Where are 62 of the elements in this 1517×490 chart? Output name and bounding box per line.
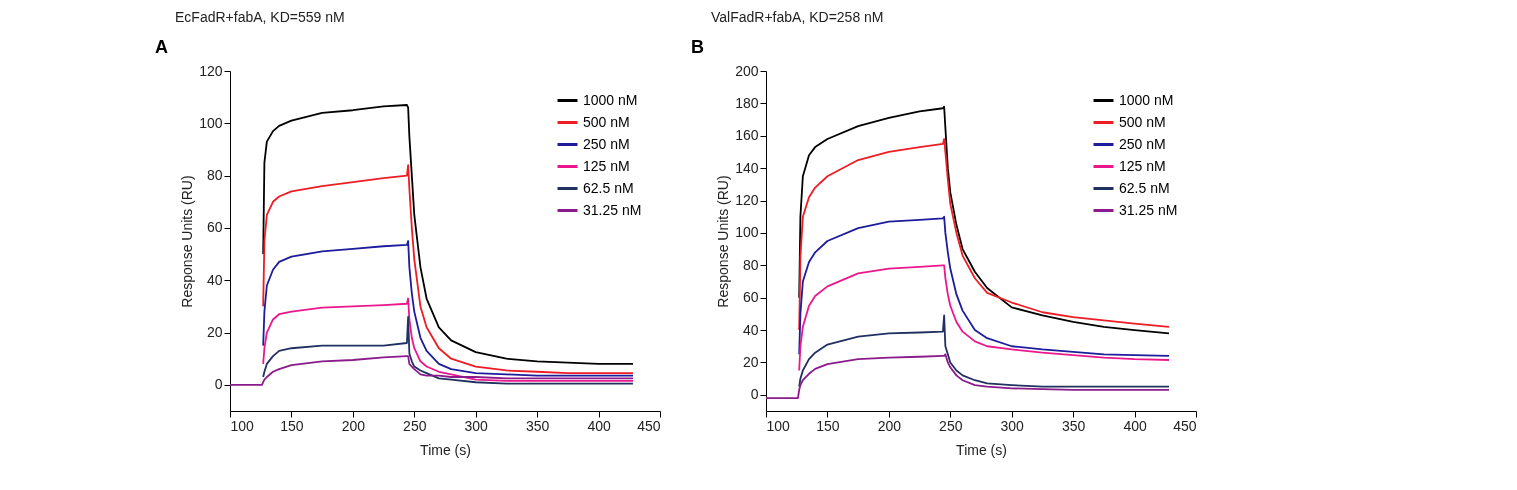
line-series	[766, 353, 1170, 399]
y-tick-label: 100	[199, 114, 223, 131]
legend-label: 1000 nM	[583, 91, 638, 108]
x-tick-label: 350	[1061, 417, 1086, 434]
y-tick-label: 120	[735, 192, 759, 209]
x-tick-label: 200	[341, 417, 366, 434]
y-tick-label: 0	[750, 386, 759, 403]
y-tick-label: 180	[735, 94, 759, 111]
line-series	[798, 264, 1170, 372]
legend-label: 62.5 nM	[583, 179, 634, 196]
line-series	[798, 215, 1170, 357]
line-series	[262, 315, 634, 385]
x-tick-label: 450	[1173, 417, 1197, 434]
y-tick-label: 60	[742, 289, 759, 306]
y-tick-label: 140	[735, 159, 759, 176]
x-tick-label: 450	[637, 417, 661, 434]
y-tick-label: 20	[742, 353, 759, 370]
x-tick-label: 150	[280, 417, 304, 434]
chart-title: ValFadR+fabA, KD=258 nM	[711, 9, 884, 25]
legend-label: 125 nM	[583, 157, 630, 174]
x-tick-label: 150	[816, 417, 840, 434]
y-tick-label: 40	[206, 271, 223, 288]
x-tick-label: 300	[1000, 417, 1025, 434]
x-axis-title: Time (s)	[420, 441, 471, 458]
x-tick-label: 300	[464, 417, 489, 434]
x-tick-label: 400	[1123, 417, 1147, 434]
text: B	[691, 37, 704, 57]
legend-label: 500 nM	[583, 113, 630, 130]
x-tick-label: 400	[587, 417, 611, 434]
y-tick-label: 120	[199, 62, 223, 79]
x-axis-title: Time (s)	[956, 441, 1007, 458]
y-tick-label: 40	[742, 321, 759, 338]
y-tick-label: 200	[735, 62, 759, 79]
y-axis-title: Response Units (RU)	[715, 175, 732, 308]
x-tick-label: 350	[525, 417, 550, 434]
legend-label: 500 nM	[1119, 113, 1166, 130]
line-series	[230, 355, 634, 386]
y-tick-label: 80	[206, 167, 223, 184]
legend-label: 125 nM	[1119, 157, 1166, 174]
x-tick-label: 250	[403, 417, 427, 434]
legend-label: 250 nM	[583, 135, 630, 152]
line-series	[798, 314, 1170, 388]
y-tick-label: 80	[742, 256, 759, 273]
line-series	[262, 297, 634, 382]
y-tick-label: 60	[206, 219, 223, 236]
x-tick-label: 100	[230, 417, 255, 434]
legend-label: 1000 nM	[1119, 91, 1174, 108]
y-axis-title: Response Units (RU)	[179, 175, 196, 308]
legend-label: 62.5 nM	[1119, 179, 1170, 196]
legend-label: 31.25 nM	[583, 201, 642, 218]
chart-title: EcFadR+fabA, KD=559 nM	[175, 9, 345, 25]
line-series	[262, 240, 634, 377]
x-tick-label: 250	[939, 417, 963, 434]
x-tick-label: 200	[877, 417, 902, 434]
y-tick-label: 20	[206, 324, 223, 341]
text: A	[155, 37, 168, 57]
x-tick-label: 100	[766, 417, 791, 434]
y-tick-label: 160	[735, 127, 759, 144]
legend-label: 31.25 nM	[1119, 201, 1178, 218]
y-tick-label: 100	[735, 224, 759, 241]
y-tick-label: 0	[214, 376, 223, 393]
legend-label: 250 nM	[1119, 135, 1166, 152]
